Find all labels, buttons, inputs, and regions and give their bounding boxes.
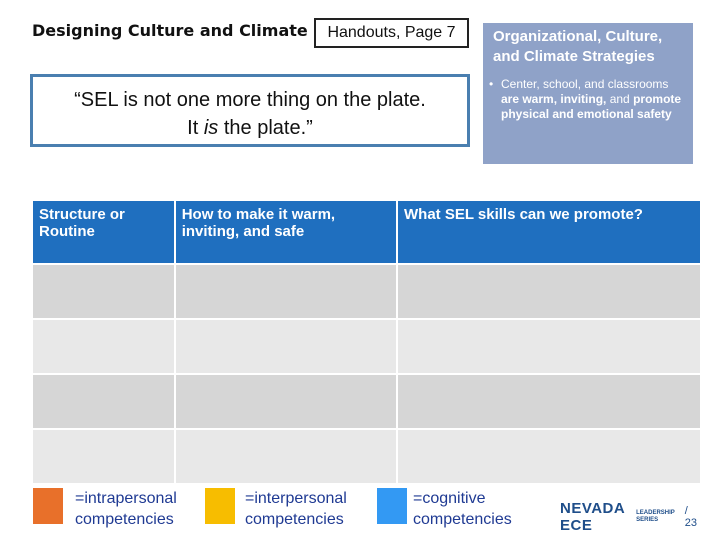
legend-label: =cognitive — [413, 490, 486, 507]
strategies-panel: Organizational, Culture, and Climate Str… — [483, 23, 693, 164]
table-row — [31, 263, 702, 320]
table-row — [31, 318, 702, 375]
legend-label: competencies — [245, 511, 344, 528]
legend-intrapersonal: =intrapersonal competencies — [75, 488, 177, 530]
quote-line-2-pre: It — [187, 117, 204, 139]
column-header: How to make it warm, inviting, and safe — [173, 199, 399, 265]
page-title: Designing Culture and Climate — [32, 21, 308, 40]
table-row — [31, 373, 702, 430]
legend-cognitive: =cognitive competencies — [413, 488, 512, 530]
quote-line-1: “SEL is not one more thing on the plate. — [74, 89, 426, 111]
page-number: / 23 — [684, 505, 698, 529]
table-cell[interactable] — [173, 373, 399, 430]
intrapersonal-swatch — [33, 488, 63, 524]
quote-emphasis: is — [203, 117, 219, 139]
quote-line-2: It is the plate.” — [33, 114, 467, 142]
strategies-bullet-text: Center, school, and classrooms are warm,… — [501, 77, 687, 122]
table-cell[interactable] — [173, 428, 399, 485]
legend-label: =intrapersonal — [75, 490, 177, 507]
quote-line-2-post: the plate.” — [218, 117, 313, 139]
legend-interpersonal: =interpersonal competencies — [245, 488, 347, 530]
table-cell[interactable] — [31, 428, 176, 485]
table-cell[interactable] — [396, 428, 702, 485]
table-row — [31, 428, 702, 485]
bullet-part-1: Center, school, and classrooms — [501, 77, 669, 91]
legend-label: competencies — [75, 511, 174, 528]
nevada-ece-logo: NEVADA ECE LEADERSHIP SERIES / 23 — [560, 500, 698, 534]
table-header-row: Structure or Routine How to make it warm… — [31, 199, 702, 265]
table-cell[interactable] — [173, 263, 399, 320]
interpersonal-swatch — [205, 488, 235, 524]
quote-box: “SEL is not one more thing on the plate.… — [30, 74, 470, 147]
cognitive-swatch — [377, 488, 407, 524]
table-cell[interactable] — [396, 263, 702, 320]
logo-top-text: LEADERSHIP — [636, 510, 675, 516]
logo-bottom-text: SERIES — [636, 517, 659, 523]
bullet-part-4: promote physical and emotional safety — [501, 92, 682, 121]
table-cell[interactable] — [396, 373, 702, 430]
table-cell[interactable] — [173, 318, 399, 375]
table-cell[interactable] — [31, 318, 176, 375]
legend-label: =interpersonal — [245, 490, 347, 507]
legend-label: competencies — [413, 511, 512, 528]
column-header: Structure or Routine — [31, 199, 176, 265]
strategies-title: Organizational, Culture, and Climate Str… — [493, 28, 663, 65]
column-header: What SEL skills can we promote? — [396, 199, 702, 265]
planning-table: Structure or Routine How to make it warm… — [31, 199, 702, 485]
bullet-part-3: and — [606, 92, 634, 106]
logo-stack: LEADERSHIP SERIES — [636, 510, 675, 524]
strategies-bullet: • Center, school, and classrooms are war… — [489, 77, 687, 122]
handout-label: Handouts, Page 7 — [314, 18, 469, 48]
bullet-marker: • — [489, 77, 494, 91]
bullet-part-2: are warm, inviting, — [501, 92, 607, 106]
table-cell[interactable] — [396, 318, 702, 375]
table-cell[interactable] — [31, 263, 176, 320]
logo-main-text: NEVADA ECE — [560, 500, 625, 534]
table-cell[interactable] — [31, 373, 176, 430]
